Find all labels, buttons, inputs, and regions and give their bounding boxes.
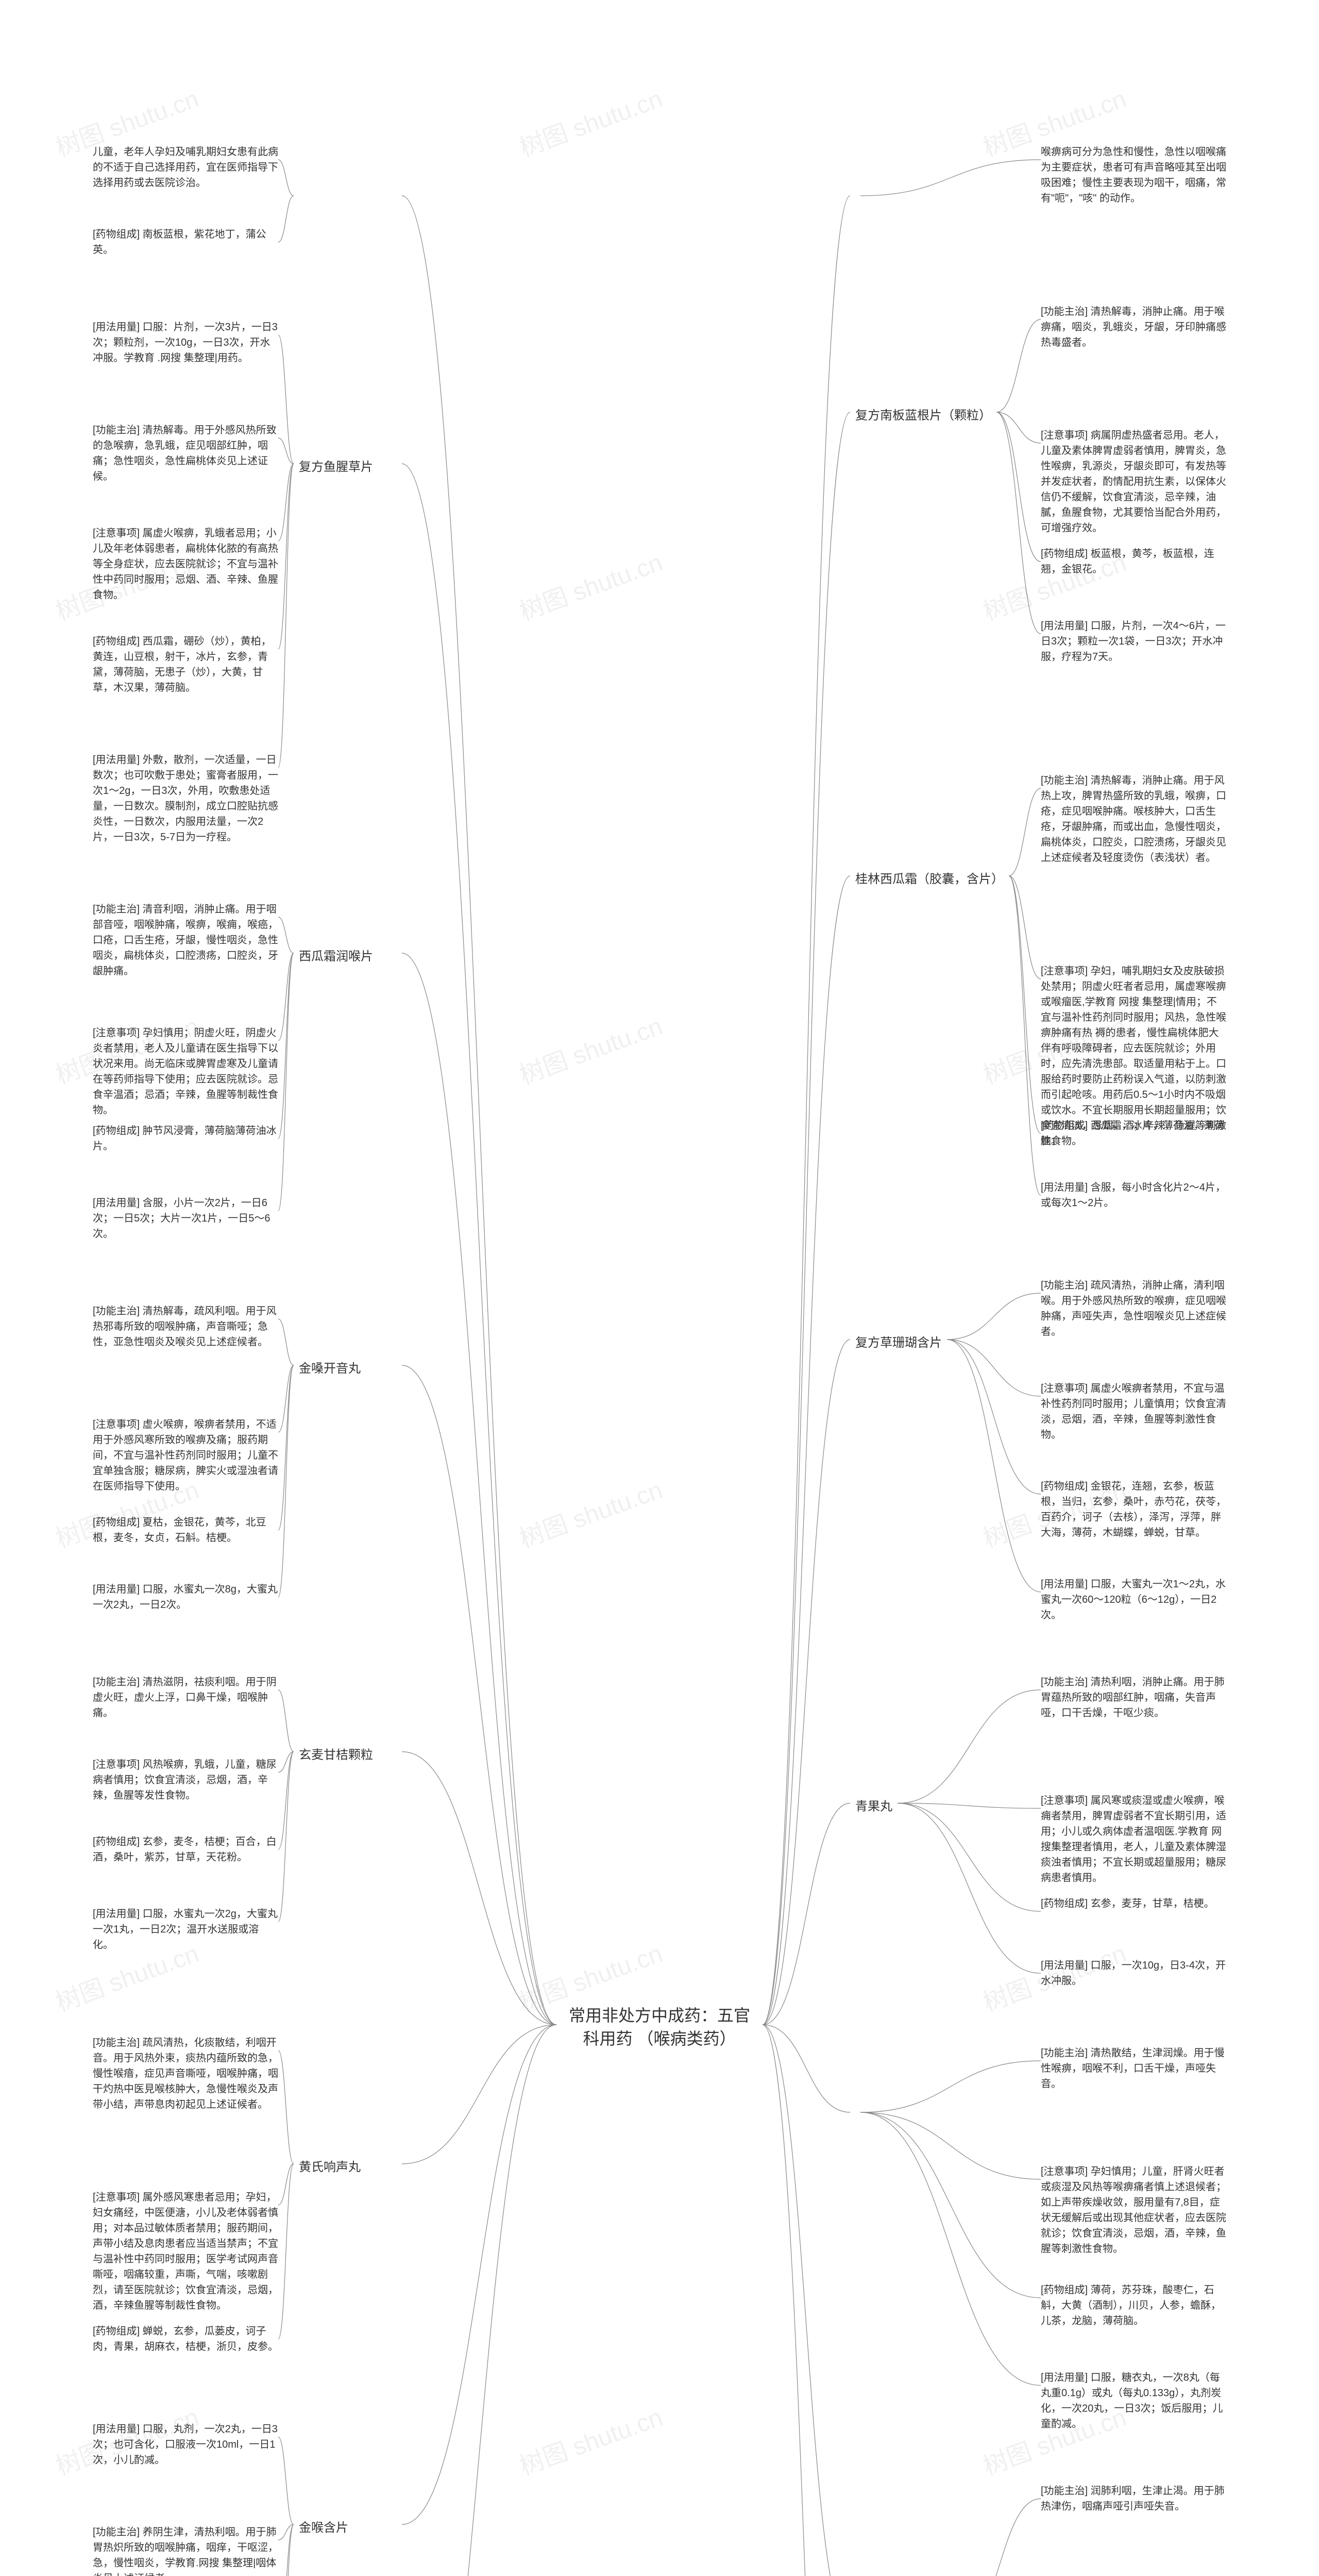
leaf-node: 喉痹病可分为急性和慢性，急性以咽喉痛为主要症状，患者可有声音略哑其至出咽吸困难；… [1041,144,1226,206]
branch-label: 黄氏响声丸 [299,2157,361,2175]
branch-label: 玄麦甘桔颗粒 [299,1744,373,1762]
leaf-node: [用法用量] 口服，丸剂，一次2丸，一日3次；也可含化，口服液一次10ml，一日… [93,2421,278,2468]
branch-label: 西瓜霜润喉片 [299,946,373,964]
leaf-node: [注意事项] 孕妇慎用；儿童，肝肾火旺者或痰湿及风热等喉痹痛者慎上述退候者；如上… [1041,2164,1226,2257]
leaf-node: [用法用量] 口服，一次10g，日3-4次，开水冲服。 [1041,1958,1226,1989]
leaf-node: [用法用量] 口服，水蜜丸一次8g，大蜜丸一次2丸，一日2次。 [93,1582,278,1613]
leaf-node: [药物组成] 肿节风浸膏，薄荷脑薄荷油冰片。 [93,1123,278,1154]
leaf-node: [药物组成] 薄荷，苏芬珠，酸枣仁，石斛，大黄（酒制），川贝，人参，蟾酥，儿茶，… [1041,2282,1226,2329]
leaf-node: [功能主治] 清热利咽，消肿止痛。用于肺胃蕴热所致的咽部红肿，咽痛，失音声哑，口… [1041,1674,1226,1721]
leaf-node: [注意事项] 属虚火喉痹，乳蛾者忌用；小儿及年老体弱患者，扁桃体化脓的有高热等全… [93,526,278,603]
leaf-node: [注意事项] 病属阴虚热盛者忌用。老人，儿童及素体脾胃虚弱者慎用，脾胃炎，急性喉… [1041,428,1226,536]
leaf-node: [药物组成] 西瓜霜，硼砂（炒），黄柏，黄连，山豆根，射干，冰片，玄参，青黛，薄… [93,634,278,696]
leaf-node: 儿童，老年人孕妇及哺乳期妇女患有此病的不适于自己选择用药，宜在医师指导下选择用药… [93,144,278,191]
leaf-node: [功能主治] 清热滋阴，祛痰利咽。用于阴虚火旺，虚火上浮，口鼻干燥，咽喉肿痛。 [93,1674,278,1721]
leaf-node: [注意事项] 属虚火喉痹者禁用，不宜与温补性药剂同时服用；儿童慎用；饮食宜清淡，… [1041,1381,1226,1443]
leaf-node: [注意事项] 风热喉痹，乳蛾，儿童，糖尿病者慎用；饮食宜清淡，忌烟，酒，辛辣，鱼… [93,1757,278,1803]
branch-label: 复方南板蓝根片（颗粒） [855,405,991,423]
center-title-line2: 科用药 （喉病类药） [583,2029,736,2048]
leaf-node: [功能主治] 清热解毒，疏风利咽。用于风热邪毒所致的咽喉肿痛，声音嘶哑；急性，亚… [93,1303,278,1350]
leaf-node: [用法用量] 含服，小片一次2片，一日6次；一日5次；大片一次1片，一日5～6次… [93,1195,278,1242]
branch-label: 桂林西瓜霜（胶囊，含片） [855,869,1004,887]
leaf-node: [用法用量] 口服，水蜜丸一次2g，大蜜丸一次1丸，一日2次；温开水送服或溶化。 [93,1906,278,1953]
leaf-node: [药物组成] 南板蓝根，紫花地丁，蒲公英。 [93,227,278,258]
leaf-node: [药物组成] 蝉蜕，玄参，瓜蒌皮，诃子肉，青果，胡麻衣，桔梗，浙贝，皮参。 [93,2324,278,2354]
leaf-node: [药物组成] 板蓝根，黄芩，板蓝根，连翘，金银花。 [1041,546,1226,577]
leaf-node: [功能主治] 疏风清热，化痰散结，利咽开音。用于风热外束，痰热内蕴所致的急，慢性… [93,2035,278,2112]
leaf-node: [功能主治] 清热散结，生津润燥。用于慢性喉痹，咽喉不利，口舌干燥，声哑失音。 [1041,2045,1226,2092]
branch-label: 复方鱼腥草片 [299,456,373,474]
leaf-node: [功能主治] 疏风清热，消肿止痛，清利咽喉。用于外感风热所致的喉痹，症见咽喉肿痛… [1041,1278,1226,1340]
leaf-node: [功能主治] 清音利咽，消肿止痛。用于咽部音哑，咽喉肿痛，喉痹，喉痈，喉癌，口疮… [93,902,278,979]
leaf-node: [注意事项] 属外感风寒患者忌用；孕妇，妇女痛经，中医便溏，小儿及老体弱者慎用；… [93,2190,278,2313]
leaf-node: [注意事项] 孕妇慎用；阴虚火旺，阴虚火炎者禁用，老人及儿童请在医生指导下以状况… [93,1025,278,1118]
leaf-node: [药物组成] 玄参，麦冬，桔梗；百合，白酒，桑叶，紫苏，甘草，天花粉。 [93,1834,278,1865]
leaf-node: [用法用量] 外敷，散剂，一次适量，一日数次；也可吹敷于患处；蜜膏者服用，一次1… [93,752,278,845]
leaf-node: [药物组成] 金银花，连翘，玄参，板蓝根，当归，玄参，桑叶，赤芍花，茯苓，百药介… [1041,1479,1226,1540]
leaf-node: [用法用量] 口服，片剂，一次4～6片，一日3次；颗粒一次1袋，一日3次；开水冲… [1041,618,1226,665]
leaf-node: [用法用量] 含服，每小时含化片2～4片，或每次1～2片。 [1041,1180,1226,1211]
leaf-node: [药物组成] 夏枯，金银花，黄芩，北豆根，麦冬，女贞，石斛。桔梗。 [93,1515,278,1546]
center-title: 常用非处方中成药：五官 科用药 （喉病类药） [556,2004,763,2050]
leaf-node: [功能主治] 养阴生津，清热利咽。用于肺胃热炽所致的咽喉肿痛，咽痒，干呕涩，急，… [93,2524,278,2576]
center-title-line1: 常用非处方中成药：五官 [569,2006,750,2025]
branch-label: 金嗓开音丸 [299,1358,361,1376]
leaf-node: [功能主治] 润肺利咽，生津止渴。用于肺热津伤，咽痛声哑引声哑失音。 [1041,2483,1226,2514]
leaf-node: [药物组成] 玄参，麦芽，甘草，桔梗。 [1041,1896,1226,1911]
leaf-node: [功能主治] 清热解毒，消肿止痛。用于风热上攻，脾胃热盛所致的乳蛾，喉痹，口疮，… [1041,773,1226,866]
leaf-node: [注意事项] 属风寒或痰湿或虚火喉痹，喉痈者禁用，脾胃虚弱者不宜长期引用，适用；… [1041,1793,1226,1886]
branch-label: 金喉含片 [299,2517,348,2535]
branch-label: 复方草珊瑚含片 [855,1332,942,1350]
branch-label: 青果丸 [855,1796,892,1814]
leaf-node: [用法用量] 口服，大蜜丸一次1～2丸，水蜜丸一次60～120粒（6～12g），… [1041,1577,1226,1623]
leaf-node: [功能主治] 清热解毒，消肿止痛。用于喉痹痛，咽炎，乳蛾炎，牙龈，牙印肿痛感热毒… [1041,304,1226,350]
leaf-node: [用法用量] 口服，糖衣丸，一次8丸（每丸重0.1g）或丸（每丸0.133g），… [1041,2370,1226,2432]
leaf-node: [药物组成] 西瓜霜，冰片，薄荷油，薄荷脑。 [1041,1118,1226,1149]
leaf-node: [注意事项] 虚火喉痹，喉痹者禁用，不适用于外感风寒所致的喉痹及痛；服药期间，不… [93,1417,278,1494]
leaf-node: [用法用量] 口服：片剂，一次3片，一日3次；颗粒剂，一次10g，一日3次，开水… [93,319,278,366]
leaf-node: [功能主治] 清热解毒。用于外感风热所致的急喉痹，急乳蛾，症见咽部红肿，咽痛；急… [93,422,278,484]
